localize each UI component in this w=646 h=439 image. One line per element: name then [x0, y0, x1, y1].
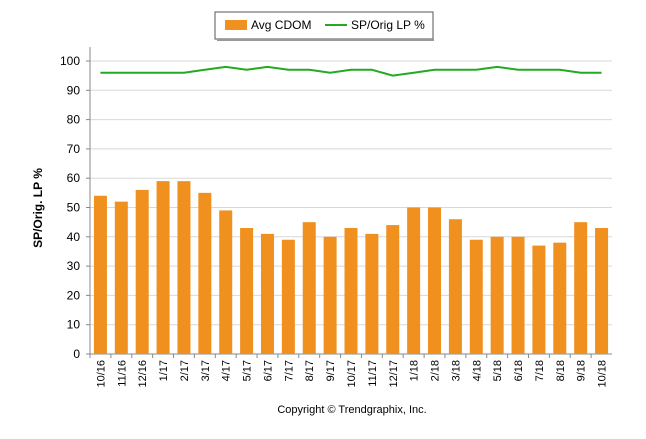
bar	[448, 219, 462, 354]
bar	[428, 207, 442, 354]
bar	[260, 233, 274, 354]
x-tick-label: 7/18	[534, 360, 546, 381]
legend-label: SP/Orig LP %	[351, 18, 425, 32]
bar	[595, 228, 609, 354]
bar	[532, 245, 546, 354]
bar	[281, 239, 295, 354]
bar	[511, 236, 525, 354]
y-tick-label: 60	[67, 171, 81, 185]
y-tick-label: 20	[67, 288, 81, 302]
bar	[135, 189, 149, 354]
bar	[302, 222, 316, 354]
y-tick-label: 90	[67, 83, 81, 97]
x-tick-label: 10/16	[95, 360, 107, 388]
y-axis-label: SP/Orig. LP %	[31, 168, 45, 248]
bar	[156, 181, 170, 354]
bar	[219, 210, 233, 354]
y-tick-label: 70	[67, 142, 81, 156]
x-tick-label: 9/17	[325, 360, 337, 381]
footer: Copyright © Trendgraphix, Inc.	[277, 404, 426, 416]
bar	[177, 181, 191, 354]
bar	[93, 195, 107, 354]
legend-label: Avg CDOM	[251, 18, 311, 32]
x-tick-label: 6/18	[513, 360, 525, 381]
x-tick-label: 4/18	[471, 360, 483, 381]
y-tick-label: 100	[60, 54, 80, 68]
bar	[386, 225, 400, 354]
legend-box	[214, 11, 434, 40]
bar	[469, 239, 483, 354]
bar	[365, 233, 379, 354]
bar	[344, 228, 358, 354]
x-tick-label: 10/17	[346, 360, 358, 388]
bar	[323, 236, 337, 354]
x-tick-label: 3/17	[200, 360, 212, 381]
x-tick-label: 8/18	[555, 360, 567, 381]
bar	[574, 222, 588, 354]
bar	[240, 228, 254, 354]
y-tick-label: 0	[73, 347, 80, 361]
x-tick-label: 5/18	[492, 360, 504, 381]
y-tick-label: 30	[67, 259, 81, 273]
x-tick-label: 12/17	[388, 360, 400, 388]
y-tick-label: 10	[67, 318, 81, 332]
x-tick-label: 6/17	[262, 360, 274, 381]
bar	[114, 201, 128, 354]
x-tick-label: 10/18	[597, 360, 609, 388]
y-tick-label: 50	[67, 201, 81, 215]
x-tick-label: 11/16	[116, 360, 128, 387]
x-tick-label: 4/17	[221, 360, 233, 381]
x-tick-label: 11/17	[367, 360, 379, 387]
x-tick-label: 1/18	[409, 360, 421, 381]
x-tick-label: 2/17	[179, 360, 191, 381]
x-tick-label: 2/18	[430, 360, 442, 381]
bar	[553, 242, 567, 354]
x-tick-label: 12/16	[137, 360, 149, 388]
x-tick-label: 1/17	[158, 360, 170, 381]
x-tick-label: 3/18	[450, 360, 462, 381]
y-tick-label: 40	[67, 230, 81, 244]
x-tick-label: 7/17	[283, 360, 295, 381]
bar	[490, 236, 504, 354]
y-tick-label: 80	[67, 113, 81, 127]
legend-swatch	[225, 20, 247, 30]
x-tick-label: 8/17	[304, 360, 316, 381]
x-tick-label: 9/18	[576, 360, 588, 381]
x-tick-label: 5/17	[242, 360, 254, 381]
bar	[198, 192, 212, 354]
line	[100, 65, 602, 77]
bar	[407, 207, 421, 354]
